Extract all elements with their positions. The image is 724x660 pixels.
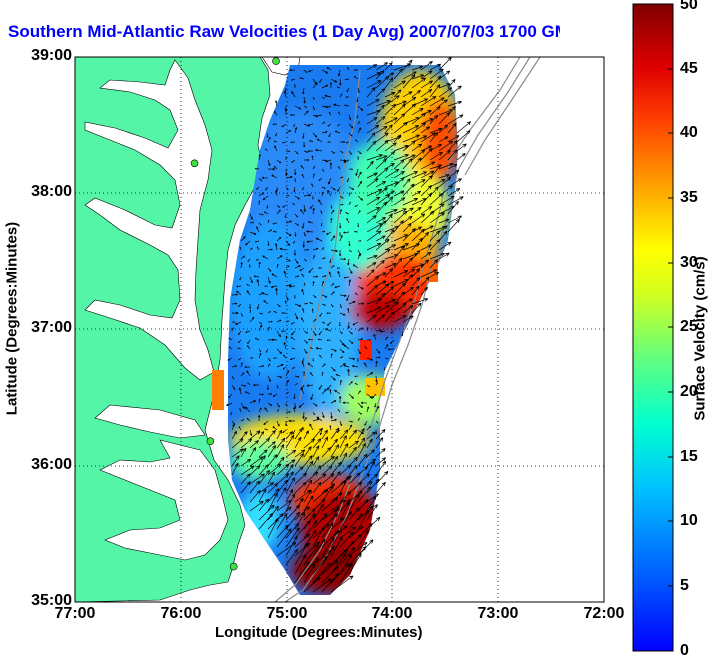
colorbar-tick-label: 0	[680, 642, 689, 659]
albemarle-sound	[94, 404, 206, 439]
colorbar-overlap	[560, 20, 630, 40]
x-axis-title: Longitude (Degrees:Minutes)	[215, 624, 423, 641]
station-marker	[206, 437, 215, 446]
velocity-arrows	[226, 57, 472, 593]
lat-tick-label: 36:00	[31, 456, 72, 473]
lat-tick-label: 37:00	[31, 319, 72, 336]
colorbar-tick-label: 5	[680, 577, 689, 594]
lat-tick-label: 38:00	[31, 183, 72, 200]
colorbar-tick-label: 20	[680, 383, 698, 400]
colorbar-title: Surface Velocity (cm/s)	[691, 256, 709, 421]
colorbar-ticks	[668, 68, 673, 587]
station-marker	[190, 159, 199, 168]
field-patch	[365, 378, 385, 396]
colorbar-tick-label: 35	[680, 189, 698, 206]
colorbar-tick-label: 25	[680, 318, 698, 335]
colorbar-tick-label: 50	[680, 0, 698, 13]
station-marker	[272, 57, 280, 65]
colorbar-tick-label: 30	[680, 254, 698, 271]
velocity-arrow-set	[226, 57, 472, 593]
map-frame	[74, 56, 605, 603]
colorbar-tick-label: 15	[680, 448, 698, 465]
lon-tick-label: 77:00	[54, 605, 96, 622]
lat-tick-label: 35:00	[31, 592, 72, 609]
page-title: Southern Mid-Atlantic Raw Velocities (1 …	[8, 22, 580, 41]
bathymetry-contours	[274, 57, 541, 602]
colorbar-tick-label: 10	[680, 512, 698, 529]
lon-tick-label: 74:00	[371, 605, 413, 622]
chesapeake-bay	[84, 59, 215, 381]
colorbar-tick-label: 45	[680, 60, 698, 77]
lon-tick-label: 76:00	[160, 605, 202, 622]
lat-tick-label: 39:00	[31, 47, 72, 64]
station-marker	[229, 562, 238, 571]
pamlico-sound	[99, 439, 229, 561]
lon-tick-label: 72:00	[583, 605, 625, 622]
field-patch	[420, 260, 438, 282]
y-axis-title: Latitude (Degrees:Minutes)	[3, 221, 21, 416]
lon-tick-label: 73:00	[477, 605, 519, 622]
field-patch	[360, 340, 372, 360]
field-patch	[212, 370, 224, 410]
colorbar	[632, 3, 674, 652]
map-grid	[75, 57, 604, 602]
colorbar-tick-label: 40	[680, 124, 698, 141]
lon-tick-label: 75:00	[266, 605, 308, 622]
station-markers	[190, 57, 280, 571]
